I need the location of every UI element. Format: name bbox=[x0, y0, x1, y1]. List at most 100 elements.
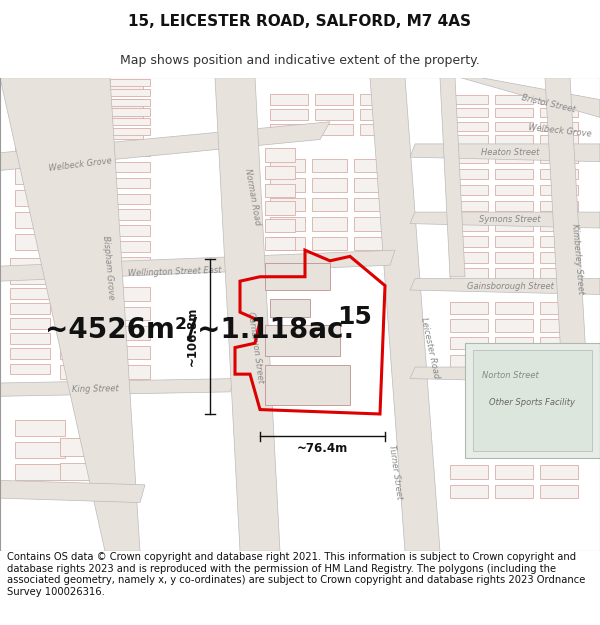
Bar bbox=[495, 169, 533, 179]
Bar bbox=[60, 118, 100, 126]
Polygon shape bbox=[440, 78, 465, 277]
Bar bbox=[540, 268, 578, 279]
Bar bbox=[60, 146, 100, 156]
Bar bbox=[15, 190, 60, 206]
Bar bbox=[110, 146, 150, 156]
Bar bbox=[10, 318, 50, 329]
Text: Norman Road: Norman Road bbox=[242, 168, 262, 226]
Bar bbox=[15, 420, 65, 436]
Bar bbox=[495, 201, 533, 211]
Bar bbox=[495, 152, 533, 163]
Bar bbox=[60, 462, 105, 481]
Bar bbox=[450, 485, 488, 498]
Text: Norton Street: Norton Street bbox=[482, 371, 538, 379]
Bar bbox=[60, 241, 100, 252]
Bar bbox=[540, 169, 578, 179]
Text: Bristol Street: Bristol Street bbox=[520, 94, 576, 114]
Bar bbox=[495, 252, 533, 262]
Bar bbox=[265, 166, 295, 179]
Bar bbox=[270, 198, 305, 211]
Bar bbox=[265, 219, 295, 232]
Bar bbox=[110, 288, 150, 301]
Bar bbox=[450, 301, 488, 314]
Bar bbox=[110, 99, 150, 106]
Polygon shape bbox=[0, 122, 330, 171]
Bar bbox=[495, 319, 533, 332]
Bar bbox=[60, 209, 100, 220]
Polygon shape bbox=[460, 78, 600, 118]
Bar bbox=[270, 237, 305, 250]
Bar bbox=[495, 337, 533, 349]
Bar bbox=[105, 99, 143, 109]
Text: Kimberley Street: Kimberley Street bbox=[571, 223, 586, 294]
Bar bbox=[15, 129, 53, 139]
Bar bbox=[110, 89, 150, 96]
Polygon shape bbox=[0, 250, 395, 281]
Bar bbox=[495, 109, 533, 118]
Bar bbox=[540, 184, 578, 195]
Bar bbox=[110, 162, 150, 172]
Bar bbox=[110, 109, 150, 116]
Polygon shape bbox=[265, 264, 330, 290]
Bar bbox=[450, 184, 488, 195]
Bar bbox=[495, 301, 533, 314]
Polygon shape bbox=[0, 481, 145, 502]
Text: ~4526m²/~1.118ac.: ~4526m²/~1.118ac. bbox=[46, 316, 355, 344]
Polygon shape bbox=[410, 144, 600, 162]
Bar bbox=[60, 365, 100, 379]
Bar bbox=[265, 201, 295, 215]
Bar bbox=[60, 129, 98, 139]
Polygon shape bbox=[410, 279, 600, 294]
Bar bbox=[265, 184, 295, 197]
Bar bbox=[495, 354, 533, 367]
Text: Bispham Grove: Bispham Grove bbox=[101, 236, 115, 300]
Bar bbox=[495, 485, 533, 498]
Bar bbox=[15, 212, 60, 228]
Bar bbox=[354, 198, 389, 211]
Bar bbox=[60, 258, 100, 268]
Text: Turner Street: Turner Street bbox=[387, 444, 403, 499]
Bar bbox=[540, 236, 578, 247]
Text: Gainsborough Street: Gainsborough Street bbox=[467, 282, 553, 291]
Polygon shape bbox=[545, 78, 590, 428]
Bar bbox=[60, 84, 98, 94]
Bar bbox=[105, 129, 143, 139]
Text: Wellington Street East: Wellington Street East bbox=[128, 265, 222, 278]
Bar bbox=[354, 237, 389, 250]
Bar bbox=[10, 258, 50, 269]
Bar bbox=[60, 89, 100, 96]
Text: Welbeck Grove: Welbeck Grove bbox=[48, 156, 112, 172]
Bar bbox=[540, 485, 578, 498]
Bar bbox=[315, 94, 353, 105]
Bar bbox=[495, 268, 533, 279]
Bar bbox=[465, 343, 600, 458]
Bar bbox=[110, 177, 150, 188]
Bar bbox=[450, 152, 488, 163]
Bar bbox=[540, 152, 578, 163]
Bar bbox=[265, 148, 295, 162]
Bar bbox=[15, 234, 60, 250]
Bar bbox=[270, 109, 308, 120]
Bar bbox=[60, 99, 100, 106]
Bar bbox=[312, 159, 347, 172]
Bar bbox=[495, 184, 533, 195]
Bar bbox=[105, 114, 143, 124]
Bar bbox=[450, 95, 488, 104]
Bar bbox=[540, 337, 578, 349]
Bar bbox=[60, 109, 100, 116]
Bar bbox=[540, 301, 578, 314]
Bar bbox=[15, 464, 65, 481]
Text: Symons Street: Symons Street bbox=[479, 214, 541, 224]
Bar bbox=[15, 146, 60, 162]
Bar bbox=[473, 350, 592, 451]
Polygon shape bbox=[0, 78, 140, 551]
Bar bbox=[70, 190, 115, 206]
Bar bbox=[70, 212, 115, 228]
Text: King Street: King Street bbox=[71, 384, 118, 394]
Bar bbox=[360, 94, 398, 105]
Text: Welbeck Grove: Welbeck Grove bbox=[528, 123, 592, 138]
Bar bbox=[10, 333, 50, 344]
Bar bbox=[10, 288, 50, 299]
Bar bbox=[15, 168, 60, 184]
Polygon shape bbox=[265, 365, 350, 405]
